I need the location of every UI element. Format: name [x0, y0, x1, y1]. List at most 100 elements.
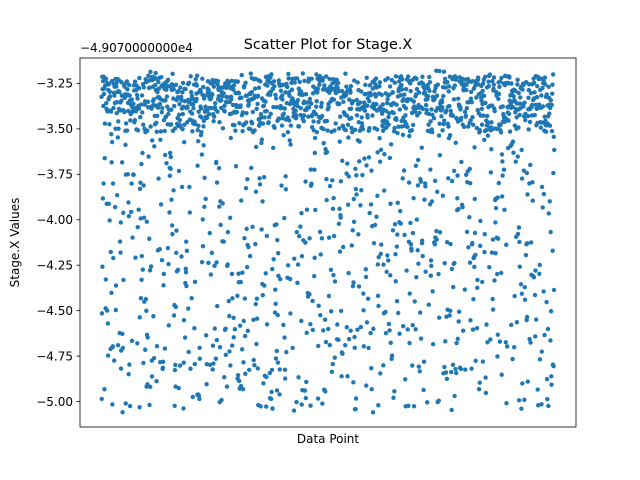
- scatter-point: [525, 241, 530, 246]
- scatter-point: [327, 342, 333, 348]
- scatter-point: [240, 387, 246, 392]
- scatter-point: [149, 106, 154, 111]
- scatter-point: [387, 92, 392, 97]
- scatter-point: [170, 231, 175, 237]
- scatter-point: [137, 315, 142, 320]
- scatter-point: [241, 318, 246, 324]
- scatter-point: [450, 362, 456, 368]
- scatter-point: [128, 209, 134, 215]
- scatter-point: [141, 183, 146, 188]
- scatter-point: [344, 113, 350, 119]
- scatter-point: [400, 77, 405, 82]
- scatter-point: [377, 80, 383, 85]
- plot-frame: [79, 57, 577, 428]
- scatter-point: [176, 88, 181, 94]
- scatter-point: [372, 222, 378, 228]
- scatter-point: [361, 308, 366, 313]
- scatter-point: [282, 376, 288, 381]
- scatter-point: [311, 274, 317, 279]
- scatter-point: [337, 249, 343, 254]
- scatter-point: [375, 193, 380, 198]
- scatter-point: [177, 112, 182, 117]
- scatter-point: [285, 84, 290, 90]
- scatter-point: [353, 406, 358, 412]
- scatter-point: [141, 85, 147, 90]
- scatter-point: [430, 112, 435, 117]
- scatter-point: [364, 320, 370, 325]
- scatter-point: [309, 76, 314, 81]
- scatter-point: [473, 358, 478, 364]
- scatter-point: [252, 362, 257, 368]
- scatter-point: [242, 333, 248, 339]
- scatter-point: [212, 326, 217, 331]
- scatter-point: [279, 183, 284, 188]
- scatter-point: [529, 102, 535, 108]
- scatter-point: [516, 225, 522, 230]
- scatter-point: [475, 277, 480, 283]
- scatter-point: [504, 344, 510, 349]
- scatter-point: [358, 89, 364, 94]
- scatter-point: [109, 160, 114, 165]
- y-tick-label: −4.00: [36, 213, 73, 227]
- scatter-point: [403, 113, 408, 118]
- scatter-point: [250, 224, 255, 230]
- scatter-point: [388, 201, 393, 206]
- scatter-point: [527, 119, 533, 125]
- scatter-point: [416, 261, 421, 266]
- scatter-point: [548, 229, 553, 235]
- scatter-point: [440, 104, 445, 110]
- scatter-point: [121, 210, 126, 216]
- scatter-point: [263, 271, 268, 276]
- scatter-point: [360, 126, 366, 132]
- scatter-point: [227, 215, 233, 220]
- scatter-point: [310, 298, 315, 304]
- scatter-point: [363, 274, 369, 280]
- scatter-point: [218, 222, 223, 228]
- scatter-point: [444, 108, 449, 113]
- scatter-point: [331, 233, 337, 239]
- scatter-point: [119, 80, 124, 85]
- scatter-point: [154, 344, 160, 349]
- scatter-point: [273, 287, 278, 292]
- scatter-point: [549, 374, 554, 379]
- scatter-point: [264, 322, 270, 327]
- scatter-point: [359, 115, 364, 120]
- scatter-point: [100, 196, 106, 201]
- scatter-point: [403, 377, 408, 382]
- scatter-point: [299, 318, 304, 324]
- scatter-point: [348, 90, 353, 95]
- scatter-point: [109, 131, 114, 137]
- scatter-point: [442, 260, 447, 266]
- scatter-point: [138, 295, 144, 301]
- scatter-point: [367, 83, 373, 88]
- scatter-point: [434, 237, 439, 242]
- scatter-point: [471, 296, 476, 302]
- scatter-point: [474, 95, 479, 100]
- scatter-point: [145, 335, 150, 340]
- scatter-point: [231, 87, 236, 92]
- scatter-point: [545, 396, 550, 402]
- scatter-point: [381, 188, 387, 193]
- scatter-point: [318, 312, 323, 318]
- scatter-point: [543, 82, 548, 87]
- scatter-point: [114, 84, 119, 89]
- scatter-point: [407, 340, 412, 346]
- scatter-point: [308, 167, 313, 172]
- scatter-point: [496, 91, 502, 97]
- scatter-point: [400, 176, 405, 181]
- scatter-point: [395, 200, 400, 205]
- scatter-point: [107, 89, 113, 94]
- scatter-point: [477, 380, 482, 385]
- scatter-point: [196, 123, 201, 128]
- scatter-point: [206, 87, 211, 93]
- scatter-point: [298, 112, 303, 118]
- scatter-point: [275, 360, 281, 365]
- scatter-point: [353, 186, 359, 192]
- scatter-point: [225, 262, 230, 267]
- scatter-point: [138, 102, 144, 107]
- scatter-point: [269, 367, 275, 373]
- scatter-point: [244, 264, 250, 270]
- scatter-point: [536, 102, 542, 107]
- scatter-point: [416, 364, 422, 369]
- scatter-point: [148, 264, 154, 269]
